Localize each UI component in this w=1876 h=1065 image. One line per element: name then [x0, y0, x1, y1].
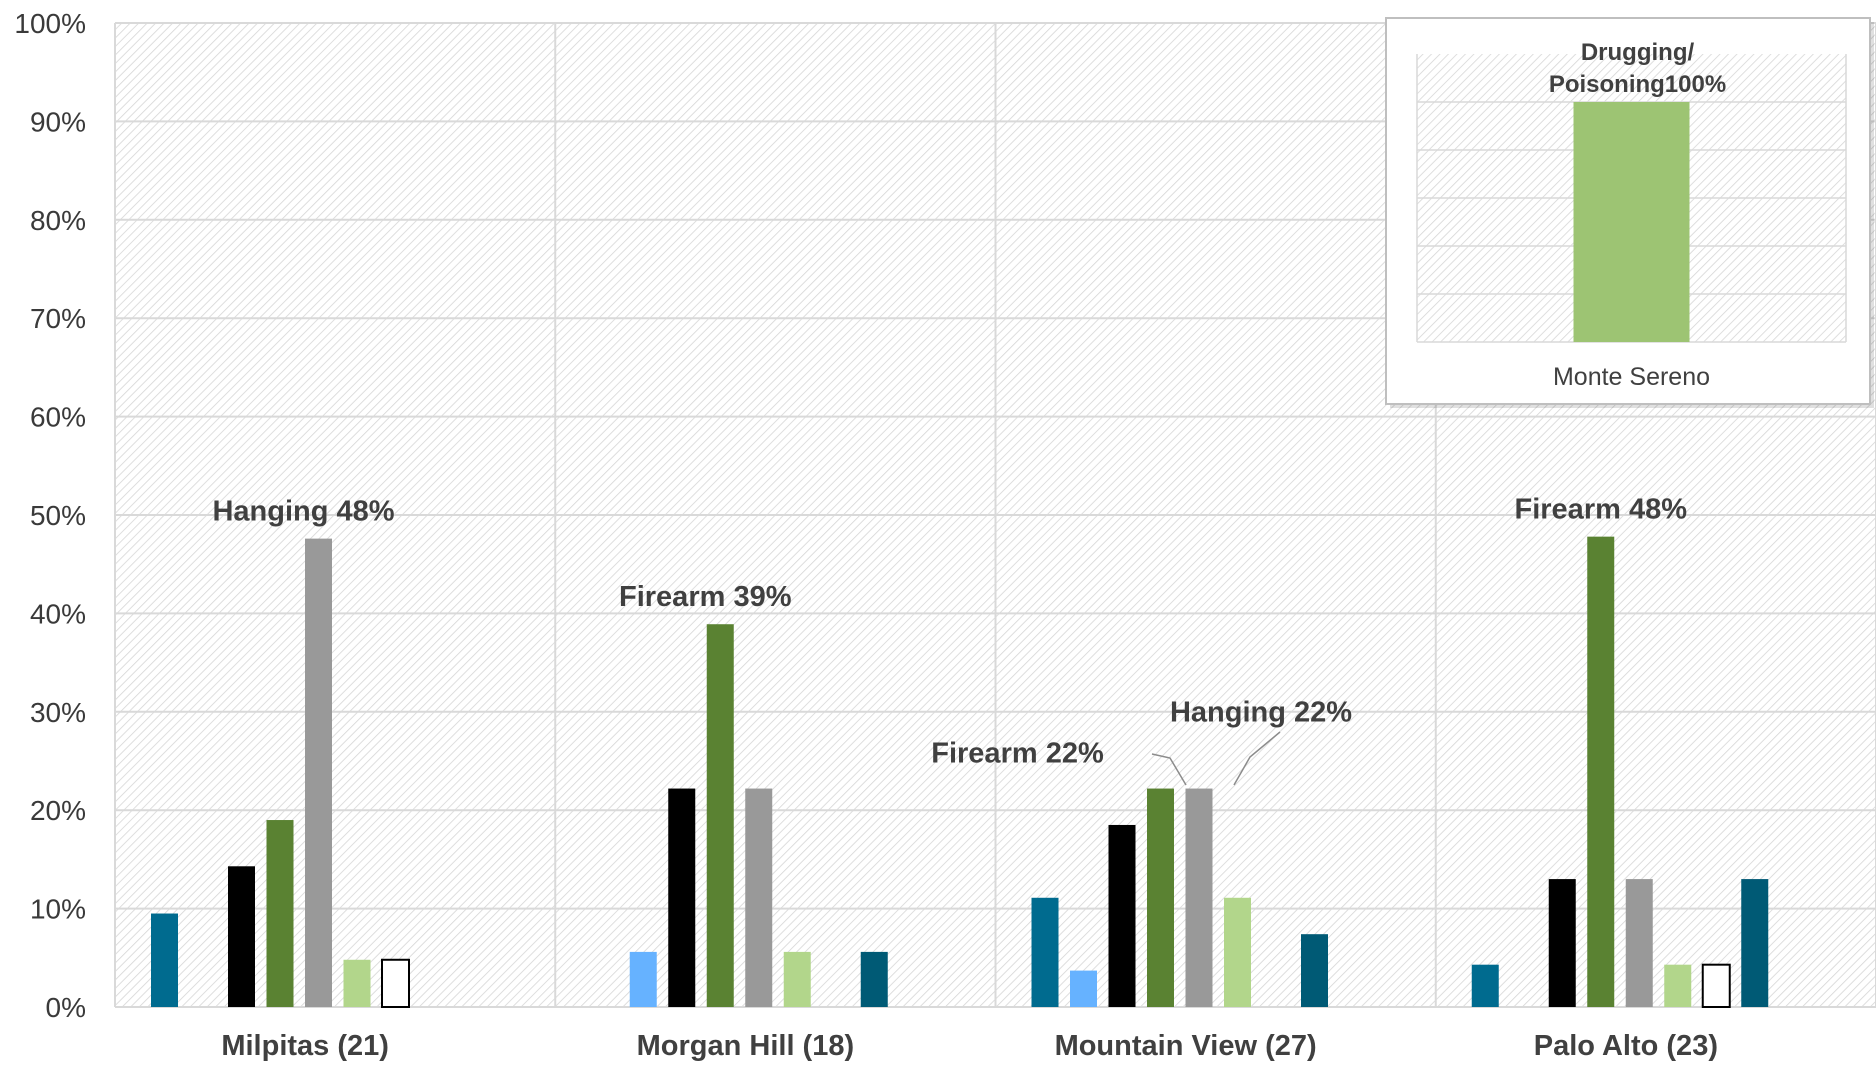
bar: [629, 951, 657, 1007]
x-category-label: Palo Alto (23): [1534, 1030, 1718, 1062]
bar: [343, 959, 371, 1007]
bar: [305, 538, 332, 1007]
annotations: Hanging 48% Firearm 39% Firearm 22% Hanging…: [212, 494, 1688, 786]
bar: [1185, 788, 1213, 1007]
bar: [1301, 934, 1328, 1007]
y-tick-label: 60%: [30, 402, 86, 433]
bar: [381, 958, 410, 1009]
bar: [1625, 879, 1653, 1007]
annotation-label: Hanging 22%: [1170, 697, 1352, 729]
bar: [1147, 788, 1174, 1007]
annotation-label: Firearm 48%: [1515, 494, 1688, 526]
bar: [228, 866, 255, 1007]
annotation-leader-line: [1151, 753, 1187, 786]
inset-bar: [1573, 102, 1690, 342]
bar: [668, 788, 696, 1007]
x-category-label: Mountain View (27): [1055, 1030, 1317, 1062]
bar: [1108, 824, 1136, 1007]
y-tick-label: 50%: [30, 500, 86, 531]
x-category-label: Morgan Hill (18): [637, 1030, 855, 1062]
annotation-label: Firearm 39%: [619, 581, 792, 613]
bar: [1224, 897, 1251, 1007]
bar: [1664, 964, 1692, 1007]
y-tick-label: 30%: [30, 697, 86, 728]
bar: [151, 913, 178, 1007]
bar: [1548, 879, 1576, 1007]
bars: [151, 536, 1769, 1009]
y-tick-label: 90%: [30, 106, 86, 137]
inset-chart-monte-sereno: Drugging/Poisoning100% Monte Sereno: [1385, 17, 1874, 408]
y-axis-ticks: 0% 10% 20% 30% 40% 50% 60% 70% 80% 90% 100%: [14, 8, 86, 1023]
bar: [266, 820, 294, 1007]
y-tick-label: 80%: [30, 205, 86, 236]
bar: [706, 624, 734, 1007]
annotation-leader-line: [1233, 731, 1281, 786]
annotation-label: Hanging 48%: [212, 496, 394, 528]
bar: [1070, 970, 1097, 1007]
bar: [745, 788, 773, 1007]
y-tick-label: 40%: [30, 598, 86, 629]
bar: [1031, 897, 1059, 1007]
x-category-label: Milpitas (21): [221, 1030, 389, 1062]
y-tick-label: 100%: [14, 8, 86, 39]
annotation-label: Firearm 22%: [931, 738, 1104, 770]
y-tick-label: 20%: [30, 795, 86, 826]
inset-annotation-label: Drugging/: [1581, 39, 1695, 66]
bar: [1471, 964, 1499, 1007]
x-axis-category-labels: Milpitas (21) Morgan Hill (18) Mountain Vi…: [221, 1030, 1718, 1062]
y-tick-label: 10%: [30, 894, 86, 925]
inset-annotation-label: Poisoning100%: [1549, 71, 1726, 98]
inset-category-label: Monte Sereno: [1553, 363, 1710, 391]
y-tick-label: 0%: [46, 992, 86, 1023]
bar: [1701, 963, 1731, 1008]
bar: [1741, 879, 1769, 1007]
bar: [1587, 536, 1615, 1007]
bar: [860, 951, 888, 1007]
y-tick-label: 70%: [30, 303, 86, 334]
bar: [783, 951, 811, 1007]
